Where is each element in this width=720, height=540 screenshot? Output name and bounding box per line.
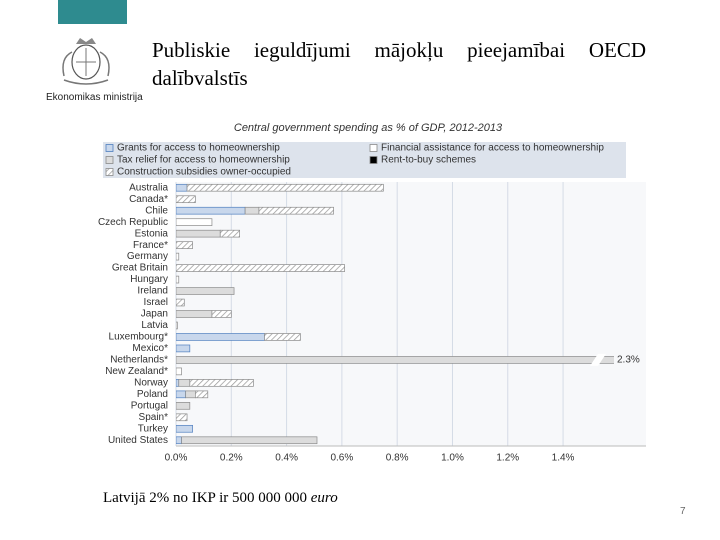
bar-segment [176,183,188,192]
footer: Latvijā 2% no IKP ir 500 000 000 euro [103,490,338,507]
y-tick-label: United States [108,435,168,446]
y-tick-label: Great Britain [112,263,168,274]
bar-segment [258,206,334,215]
bar-segment [176,264,345,272]
legend-swatch [369,144,378,152]
bar-segment [176,379,180,387]
x-tick-label: 0.2% [220,453,243,464]
y-tick-label: Turkey [138,423,168,434]
legend-label: Construction subsidies owner-occupied [117,167,291,178]
y-tick-label: Hungary [130,274,168,285]
bar-segment [176,344,191,353]
bar-segment [264,333,301,341]
bar-segment [186,183,384,192]
y-tick-label: Luxembourg* [109,332,169,343]
bar-segment [176,298,185,307]
y-tick-label: Canada* [129,194,168,205]
legend-label: Grants for access to homeownership [117,143,280,154]
bar-segment [176,367,182,376]
legend-label: Rent-to-buy schemes [381,155,476,166]
y-tick-label: Japan [141,309,168,320]
bar-segment [185,390,196,399]
x-tick-label: 1.4% [552,453,575,464]
footer-text: Latvijā 2% no IKP ir 500 000 000 [103,490,308,506]
bar-segment [244,206,260,215]
legend-label: Tax relief for access to homeownership [117,155,290,166]
x-tick-label: 0.6% [330,453,353,464]
y-tick-label: Germany [127,251,168,262]
chart-title: Central government spending as % of GDP,… [234,122,503,134]
footer-italic: euro [310,490,338,506]
legend-swatch [105,156,114,164]
y-tick-label: Israel [144,297,168,308]
legend-label: Financial assistance for access to homeo… [381,143,604,154]
axis-break [590,353,606,366]
bar-segment [181,436,318,445]
y-tick-label: Australia [129,182,168,193]
legend-swatch [105,144,114,152]
y-tick-label: Norway [134,378,168,389]
legend-swatch [105,168,114,176]
bar-segment [219,229,240,238]
bar-segment [176,413,188,422]
x-tick-label: 1.2% [496,453,519,464]
bar-segment [176,287,235,295]
bar-segment [176,424,193,433]
bar-segment [176,229,221,238]
bar-segment [176,218,213,226]
bar-segment [176,402,191,410]
page-number: 7 [680,506,686,517]
y-tick-label: Portugal [131,400,168,411]
bar-segment [176,241,193,249]
bar-segment [195,390,209,399]
bar-segment [178,379,191,387]
y-tick-label: New Zealand* [105,366,168,377]
bar-segment [176,333,265,341]
y-tick-label: France* [133,240,168,251]
y-tick-label: Latvia [141,320,168,331]
x-tick-label: 0.0% [165,453,188,464]
bar-segment [176,275,180,284]
legend-box [103,142,626,178]
bar-segment [176,390,187,399]
legend-swatch [369,156,378,164]
bar-segment [176,195,196,204]
x-tick-label: 0.4% [275,453,298,464]
bar-segment [176,252,180,261]
y-tick-label: Chile [145,205,168,216]
slide-title: Publiskie ieguldījumi mājokļu pieejamība… [152,38,646,90]
x-tick-label: 1.0% [441,453,464,464]
y-tick-label: Mexico* [132,343,168,354]
bar-segment [211,310,232,318]
bar-segment [189,379,254,387]
x-tick-label: 0.8% [386,453,409,464]
bar-segment [176,310,213,318]
y-tick-label: Netherlands* [110,355,168,366]
y-tick-label: Poland [137,389,168,400]
logo [62,38,110,85]
logo-text: Ekonomikas ministrija [46,92,143,103]
bar-segment [176,356,614,364]
bar-segment [176,206,246,215]
bar-segment [176,436,182,445]
plot-area [176,182,646,446]
accent-band [58,0,127,24]
y-tick-label: Czech Republic [98,217,168,228]
bars [176,183,614,445]
y-tick-label: Ireland [137,286,168,297]
y-tick-label: Estonia [135,228,169,239]
bar-segment [176,321,178,330]
y-tick-label: Spain* [139,412,169,423]
value-label: 2.3% [617,355,640,366]
